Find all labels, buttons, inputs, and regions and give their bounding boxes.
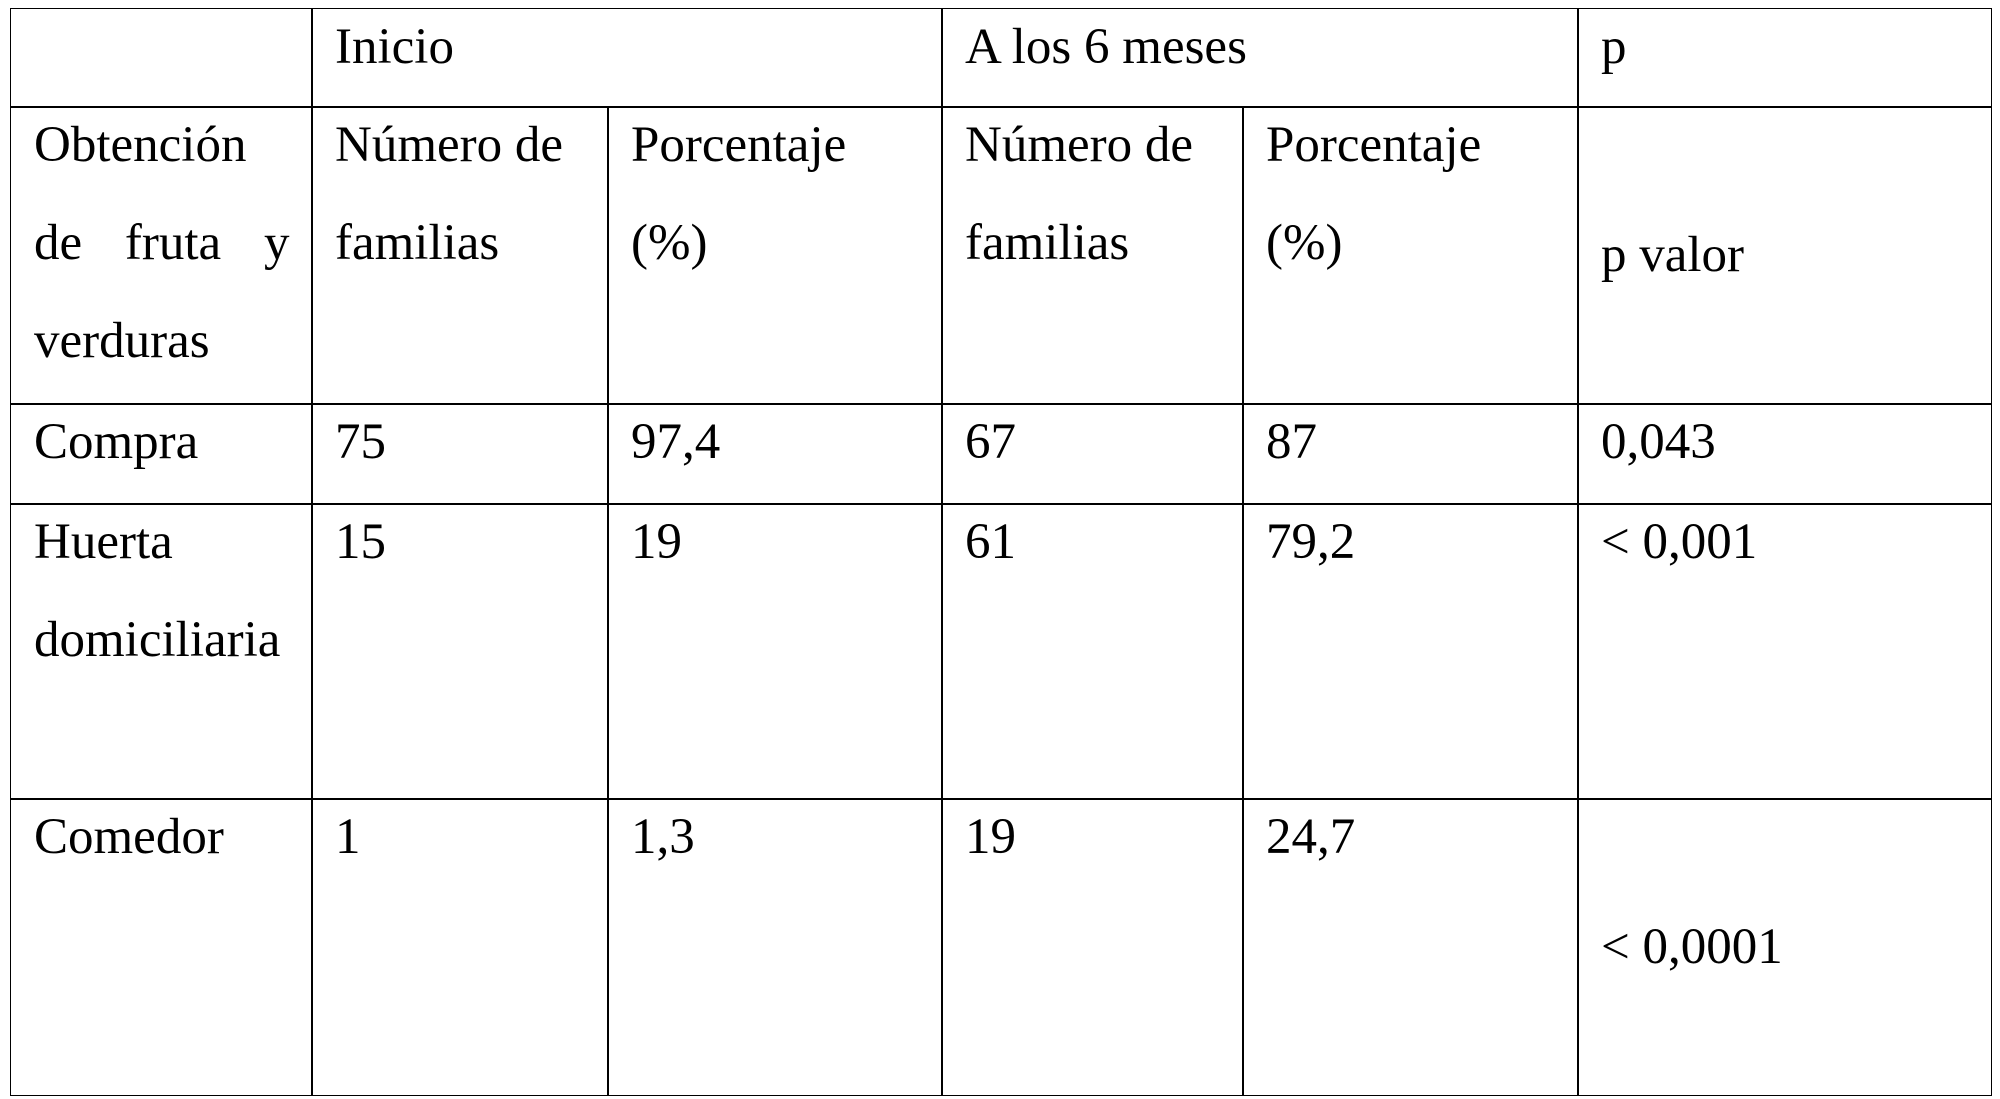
table-cell (10, 8, 313, 108)
table-cell: 15 (311, 503, 609, 800)
table-cell: Comedor (10, 798, 313, 1096)
data-cell: < 0,0001 (1601, 918, 1783, 975)
table-cell: 24,7 (1242, 798, 1579, 1096)
column-header: Número de familias (335, 117, 564, 271)
table-cell: 87 (1242, 403, 1579, 505)
column-header: Obtención de fruta y verduras (34, 117, 290, 369)
table-cell: 75 (311, 403, 609, 505)
table-cell: Huerta domiciliaria (10, 503, 313, 800)
table-cell: 19 (607, 503, 943, 800)
table-cell: Compra (10, 403, 313, 505)
data-cell: 19 (631, 514, 682, 570)
row-label: Compra (34, 414, 199, 470)
table-cell: Porcentaje (%) (1242, 106, 1579, 405)
group-header: p (1601, 19, 1627, 75)
table-cell: Número de familias (311, 106, 609, 405)
table-cell: Obtención de fruta y verduras (10, 106, 313, 405)
table-cell: Inicio (311, 8, 943, 108)
table-cell: 1 (311, 798, 609, 1096)
table-cell: < 0,0001 (1577, 798, 1992, 1096)
data-cell: 19 (965, 809, 1016, 865)
table-cell: < 0,001 (1577, 503, 1992, 800)
group-header: Inicio (335, 19, 454, 75)
data-cell: 24,7 (1266, 809, 1356, 865)
table-cell: p (1577, 8, 1992, 108)
row-label: Comedor (34, 809, 224, 865)
table-cell: 67 (941, 403, 1244, 505)
data-cell: 67 (965, 414, 1016, 470)
table-cell: 79,2 (1242, 503, 1579, 800)
data-cell: 97,4 (631, 414, 721, 470)
table-cell: 61 (941, 503, 1244, 800)
row-label: Huerta domiciliaria (34, 514, 281, 668)
data-cell: 1 (335, 809, 361, 865)
table-cell: 19 (941, 798, 1244, 1096)
data-cell: 1,3 (631, 809, 695, 865)
column-header: p valor (1601, 227, 1745, 284)
table-cell: 0,043 (1577, 403, 1992, 505)
table-cell: p valor (1577, 106, 1992, 405)
table-cell: Número de familias (941, 106, 1244, 405)
table-cell: A los 6 meses (941, 8, 1579, 108)
column-header: Número de familias (965, 117, 1194, 271)
data-cell: 79,2 (1266, 514, 1356, 570)
group-header: A los 6 meses (965, 19, 1247, 75)
table-cell: 1,3 (607, 798, 943, 1096)
data-cell: 87 (1266, 414, 1317, 470)
data-cell: 15 (335, 514, 386, 570)
table-cell: Porcentaje (%) (607, 106, 943, 405)
column-header: Porcentaje (%) (1266, 117, 1482, 271)
table-cell: 97,4 (607, 403, 943, 505)
column-header: Porcentaje (%) (631, 117, 847, 271)
data-cell: < 0,001 (1601, 514, 1758, 570)
data-cell: 61 (965, 514, 1016, 570)
data-cell: 0,043 (1601, 414, 1716, 470)
data-cell: 75 (335, 414, 386, 470)
